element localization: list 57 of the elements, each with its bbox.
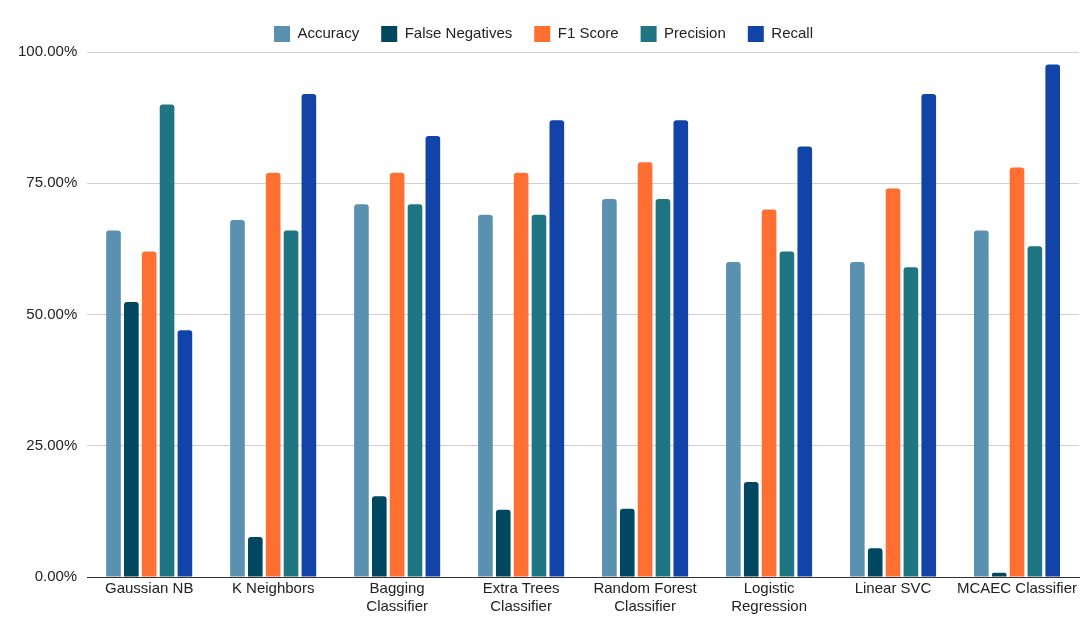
x-tick-label: Gaussian NB [105, 579, 194, 597]
y-tick-label: 50.00% [26, 304, 78, 322]
bar [248, 537, 263, 577]
bar [1009, 167, 1025, 577]
y-tick-label: 0.00% [34, 567, 78, 585]
x-tick-label: Bagging Classifier [366, 579, 428, 615]
bar [425, 136, 441, 577]
bar [230, 220, 245, 577]
bar [619, 508, 635, 577]
legend-label: Precision [664, 24, 726, 42]
bar [531, 214, 547, 577]
bar [513, 172, 529, 577]
bar [885, 188, 901, 577]
bar [106, 230, 121, 577]
bar [301, 94, 317, 577]
bar [761, 209, 777, 577]
bar [673, 120, 689, 577]
bar [478, 214, 493, 577]
bar [283, 230, 299, 577]
bar [1027, 246, 1043, 577]
legend-label: F1 Score [557, 24, 619, 42]
bar [850, 262, 865, 577]
bar [973, 230, 989, 577]
x-tick-label: Linear SVC [854, 579, 932, 597]
bar [124, 301, 139, 577]
bar [655, 199, 671, 577]
bar [903, 267, 919, 577]
bar [265, 172, 281, 577]
bar [637, 162, 653, 577]
legend-label: False Negatives [404, 24, 513, 42]
bar [371, 496, 387, 577]
bar [177, 330, 193, 577]
y-tick-label: 75.00% [26, 173, 78, 191]
y-tick-label: 100.00% [18, 42, 78, 60]
bar [726, 262, 741, 577]
bar [779, 251, 795, 577]
legend-label: Recall [771, 24, 813, 42]
bar [407, 204, 423, 577]
bar [1045, 64, 1061, 577]
bar [159, 104, 175, 577]
legend-label: Accuracy [297, 24, 360, 42]
bar [602, 199, 617, 577]
x-tick-label: MCAEC Classifier [957, 579, 1078, 597]
y-tick-label: 25.00% [26, 435, 78, 453]
x-tick-label: K Neighbors [231, 579, 315, 597]
x-tick-label: Extra Trees Classifier [482, 579, 560, 615]
bar [354, 204, 369, 577]
bar [867, 548, 883, 577]
bar [797, 146, 813, 577]
x-tick-label: Logistic Regression [731, 579, 808, 615]
bar [743, 481, 759, 577]
bar [495, 509, 511, 577]
bar [141, 251, 157, 577]
bar [549, 120, 565, 577]
bar [921, 94, 937, 577]
bar [389, 172, 405, 577]
x-tick-label: Random Forest Classifier [593, 579, 698, 615]
